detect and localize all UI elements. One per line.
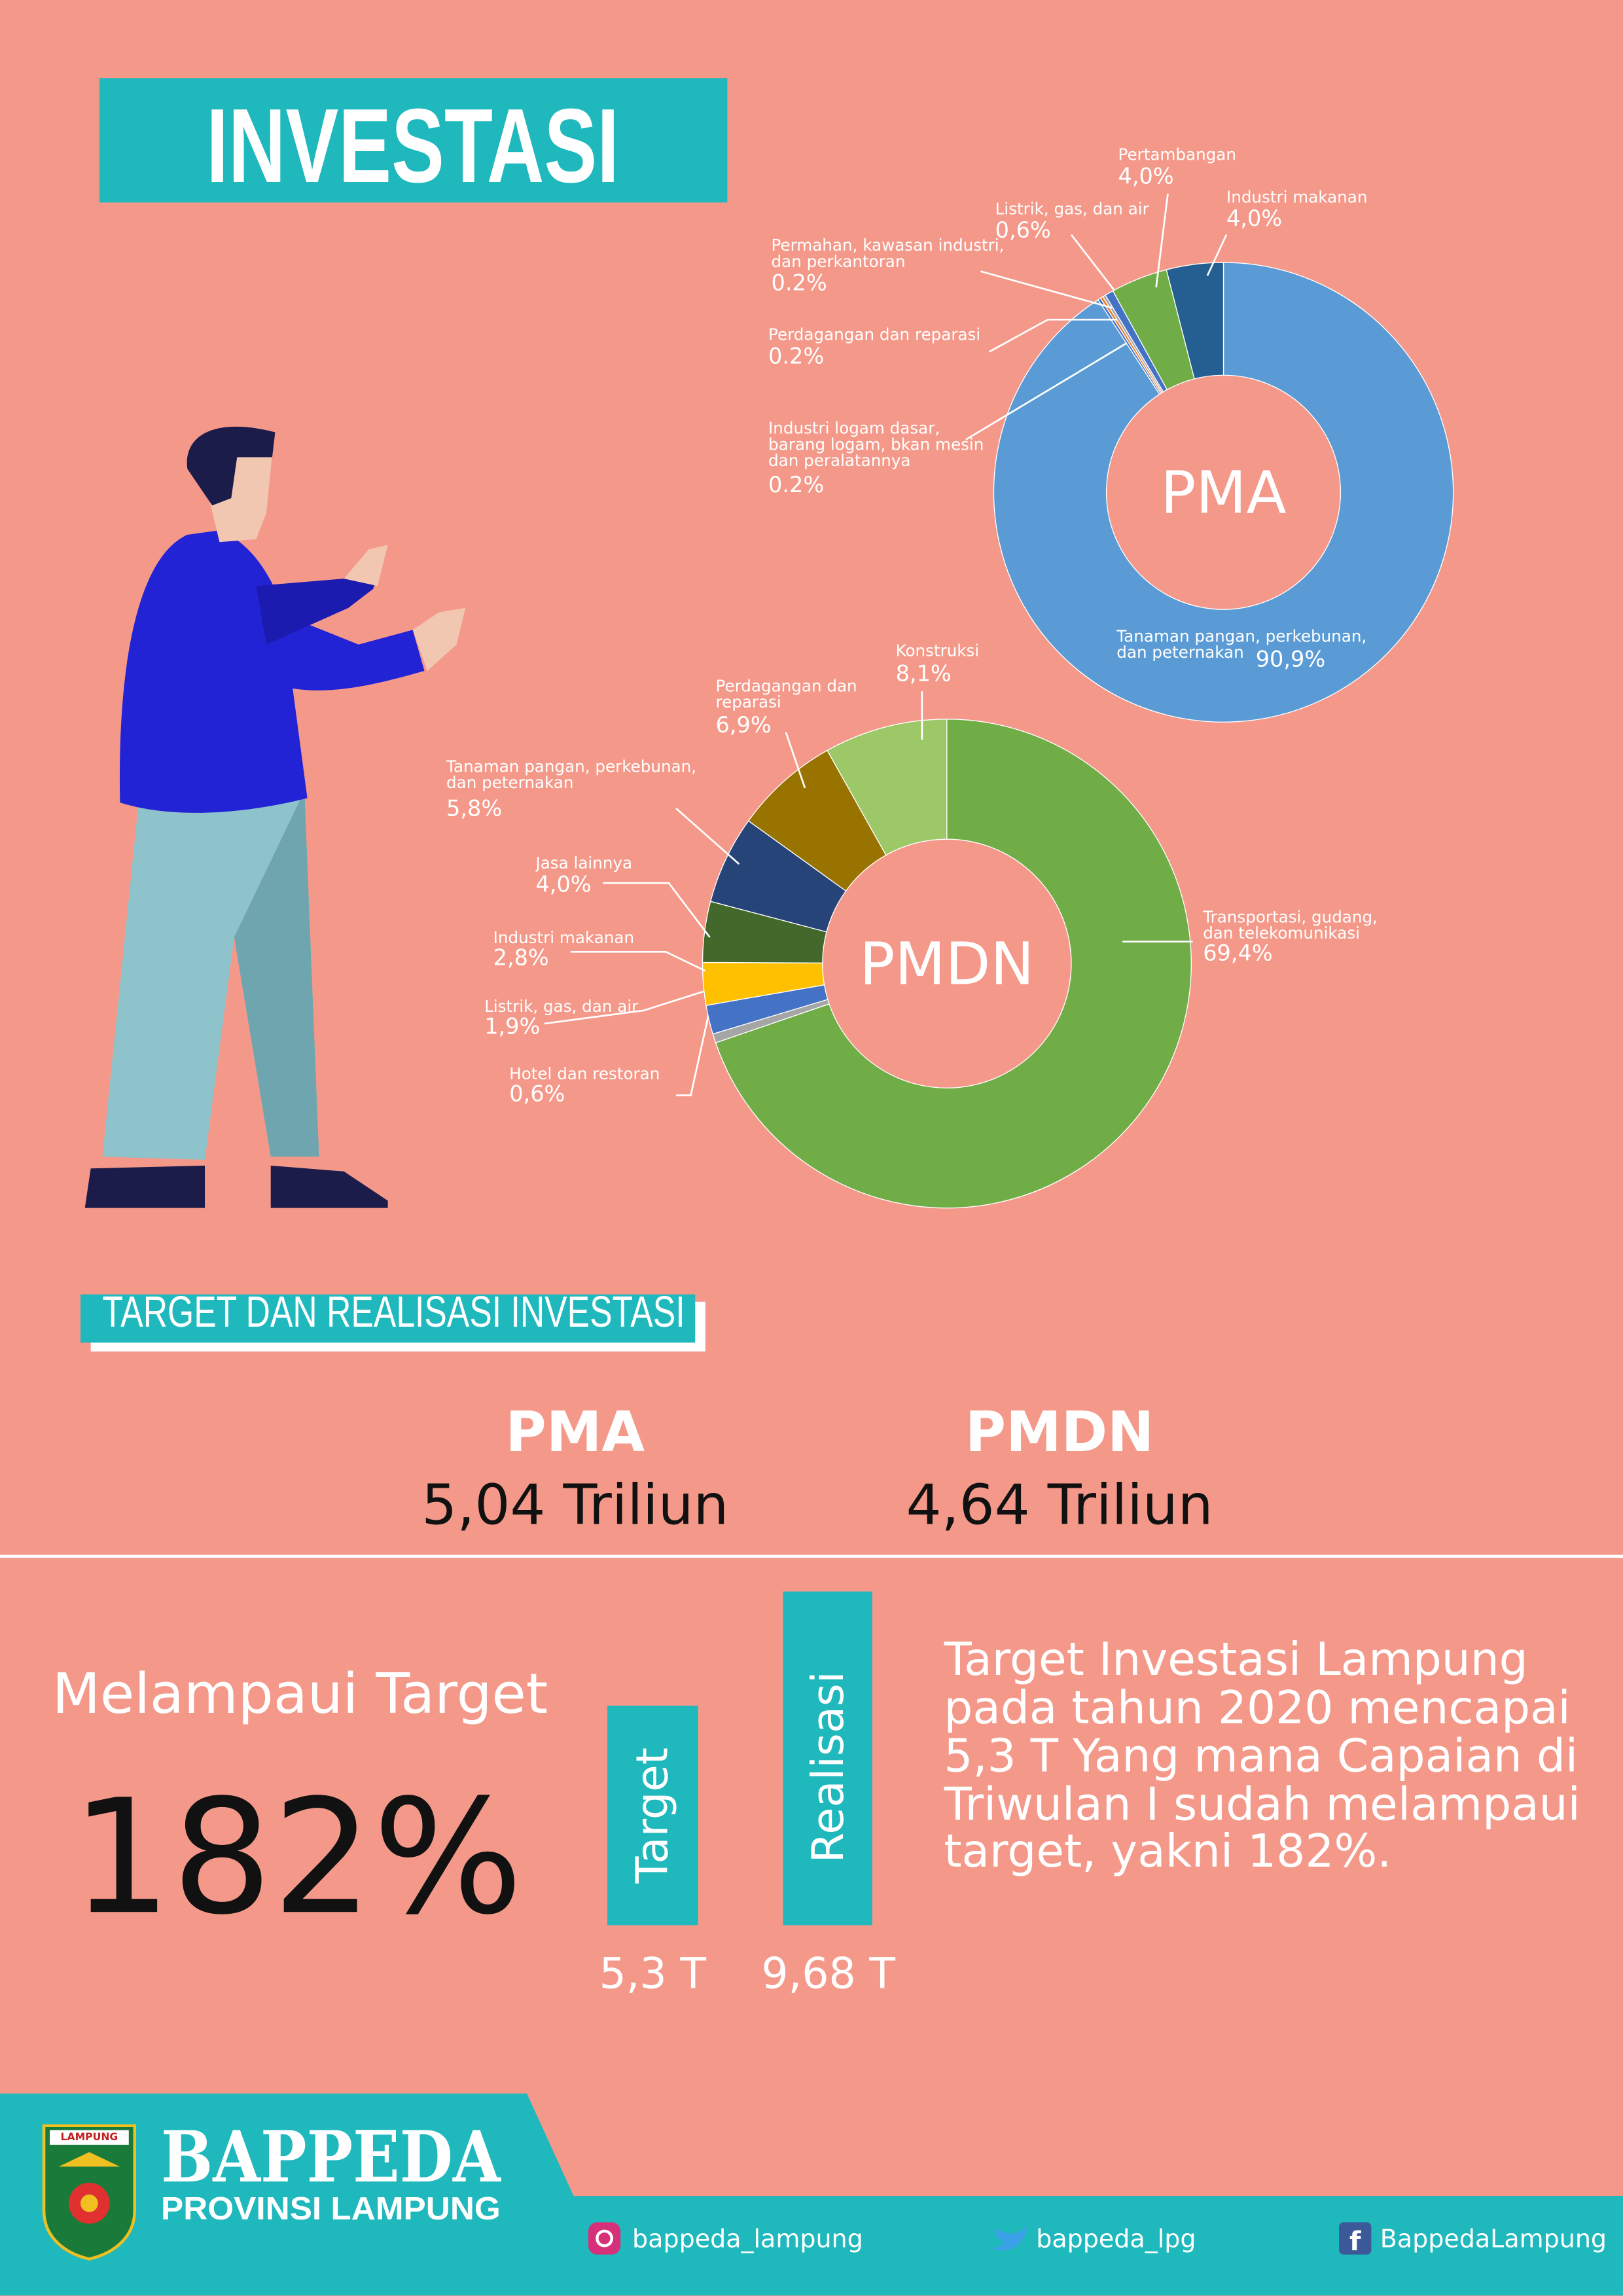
achievement-value: 182%	[71, 1765, 523, 1949]
logo	[42, 2124, 136, 2261]
leader-line	[980, 270, 1113, 309]
org-region: PROVINSI LAMPUNG	[161, 2191, 501, 2227]
donut-center-title: PMDN	[859, 931, 1034, 999]
org-name: BAPPEDA	[161, 2116, 501, 2198]
target-value: 5,3 T	[599, 1950, 707, 1999]
total-value: 5,04 Triliun	[421, 1473, 728, 1538]
slice-value: 1,9%	[484, 1014, 540, 1039]
facebook-handle[interactable]: BappedaLampung	[1380, 2224, 1607, 2253]
donut-slice	[993, 262, 1454, 723]
slice-value: 4,0%	[535, 872, 591, 897]
slice-label: Permahan, kawasan industri, dan perkanto…	[771, 238, 1005, 272]
slice-value: 2,8%	[493, 944, 549, 970]
page-title: INVESTASI	[206, 87, 619, 205]
slice-label: Tanaman pangan, perkebunan, dan peternak…	[446, 759, 697, 793]
slice-value: 4,0%	[1118, 163, 1173, 188]
section-title-box	[80, 1294, 696, 1343]
slice-label: Perdagangan dan reparasi	[768, 327, 981, 345]
slice-value: 0.2%	[768, 343, 824, 368]
leader-line	[1206, 234, 1228, 276]
donut-slice	[1166, 262, 1224, 380]
realisasi-value: 9,68 T	[761, 1950, 895, 1999]
slice-label-box: Transportasi, gudang, dan telekomunikasi	[1203, 909, 1378, 943]
leader-line	[1070, 234, 1122, 300]
slice-value: 0.2%	[772, 270, 827, 296]
slice-label: Industri makanan	[1226, 189, 1368, 207]
leader-line	[989, 318, 1121, 353]
slice-label-box: Perdagangan dan reparasi	[715, 678, 857, 712]
twitter-handle[interactable]: bappeda_lpg	[1036, 2224, 1196, 2253]
target-label: Target	[627, 1748, 678, 1884]
slice-label-box: Pertambangan	[1118, 147, 1236, 165]
total-value: 4,64 Triliun	[906, 1473, 1213, 1538]
slice-label: Listrik, gas, dan air	[484, 998, 639, 1016]
slice-value: 6,9%	[716, 712, 772, 738]
slice-label: Industri logam dasar, barang logam, bkan…	[768, 420, 984, 471]
slice-value: 4,0%	[1226, 206, 1282, 231]
slice-value: 0,6%	[509, 1081, 565, 1106]
slice-label-box: Tanaman pangan, perkebunan, dan peternak…	[446, 759, 697, 793]
realisasi-label: Realisasi	[802, 1671, 853, 1863]
slice-value: 69,4%	[1203, 941, 1273, 966]
leader-line	[603, 882, 711, 938]
leader-line	[1155, 193, 1169, 288]
slice-value: 0.2%	[768, 472, 824, 497]
slice-label-box: Listrik, gas, dan air	[995, 201, 1149, 219]
slice-label-box: Perdagangan dan reparasi	[768, 327, 981, 345]
instagram-icon-lens	[596, 2229, 613, 2248]
slice-value: 5,8%	[446, 795, 502, 821]
slice-value: 90,9%	[1256, 646, 1326, 672]
achievement-label: Melampaui Target	[52, 1662, 548, 1727]
slice-label-box: Industri makanan	[1226, 189, 1368, 207]
slice-label: Konstruksi	[895, 643, 980, 661]
donut-slice	[827, 719, 948, 856]
slice-label: Industri makanan	[493, 929, 635, 948]
slice-label-box: Tanaman pangan, perkebunan, dan peternak…	[1116, 628, 1367, 662]
slice-label: Pertambangan	[1118, 147, 1236, 165]
leader-line	[571, 951, 706, 972]
total-name: PMA	[506, 1400, 645, 1465]
section-title: TARGET DAN REALISASI INVESTASI	[103, 1287, 685, 1336]
realisasi-box	[783, 1591, 872, 1926]
facebook-icon	[1339, 2222, 1372, 2255]
slice-label-box: Jasa lainnya	[535, 855, 633, 873]
slice-label: Transportasi, gudang, dan telekomunikasi	[1203, 909, 1378, 943]
leader-line	[965, 342, 1128, 440]
leader-line	[544, 989, 709, 1025]
description: Target Investasi Lampung pada tahun 2020…	[944, 1636, 1580, 1879]
slice-label: Tanaman pangan, perkebunan, dan peternak…	[1116, 628, 1367, 662]
slice-value: 8,1%	[896, 661, 952, 687]
slice-label: Jasa lainnya	[535, 855, 633, 873]
footer-band	[0, 2093, 1623, 2296]
slice-label: Perdagangan dan reparasi	[715, 678, 857, 712]
slice-label: Listrik, gas, dan air	[995, 201, 1149, 219]
donut-slice	[715, 719, 1192, 1209]
description-box: Target Investasi Lampung pada tahun 2020…	[944, 1636, 1580, 1879]
total-name: PMDN	[965, 1400, 1154, 1465]
person-illustration	[84, 426, 466, 1208]
slice-value: 0,6%	[995, 217, 1051, 243]
leader-line	[675, 808, 740, 865]
title-box	[99, 78, 728, 203]
slice-label: Hotel dan restoran	[509, 1066, 660, 1084]
donut-charts: Tanaman pangan, perkebunan, dan peternak…	[446, 147, 1454, 1209]
instagram-handle[interactable]: bappeda_lampung	[632, 2224, 863, 2253]
slice-label-box: Konstruksi	[895, 643, 980, 661]
slice-label-box: Industri makanan	[493, 929, 635, 948]
instagram-icon	[588, 2222, 621, 2255]
target-box	[607, 1706, 698, 1926]
slice-label-box: Industri logam dasar, barang logam, bkan…	[768, 420, 984, 471]
leader-line	[785, 732, 806, 789]
slice-label-box: Permahan, kawasan industri, dan perkanto…	[771, 238, 1005, 272]
donut-center-title: PMA	[1160, 459, 1286, 527]
slice-label-box: Listrik, gas, dan air	[484, 998, 639, 1016]
slice-label-box: Hotel dan restoran	[509, 1066, 660, 1084]
logo-text: LAMPUNG	[61, 2130, 118, 2143]
facebook-icon-letter: f	[1349, 2227, 1361, 2257]
twitter-icon	[992, 2225, 1027, 2251]
leader-line	[676, 996, 714, 1096]
